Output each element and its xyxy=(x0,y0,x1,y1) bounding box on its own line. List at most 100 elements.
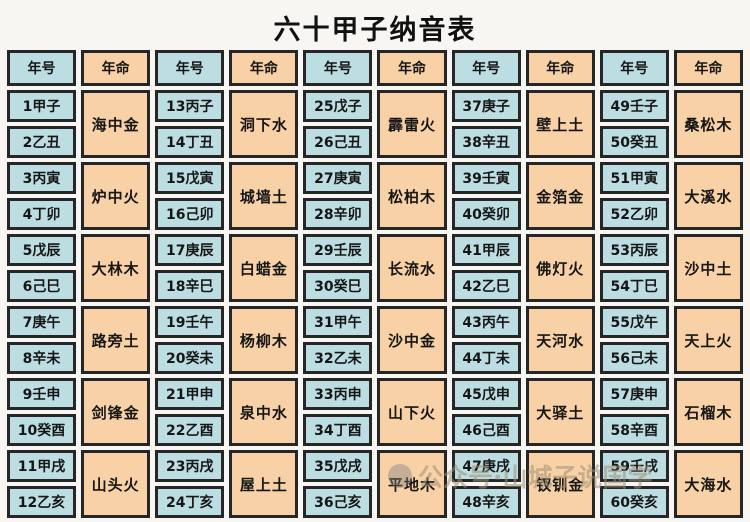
year-cell: 45戊申 xyxy=(451,378,521,410)
year-cell: 42乙巳 xyxy=(451,270,521,302)
header-fate-label: 年命 xyxy=(525,50,595,86)
year-cell: 52乙卯 xyxy=(599,198,669,230)
nayin-cell: 桑松木 xyxy=(673,90,743,158)
nayin-cell: 屋上土 xyxy=(229,450,299,518)
nayin-cell: 松柏木 xyxy=(377,162,447,230)
nayin-cell: 山头火 xyxy=(81,450,151,518)
year-cell: 30癸巳 xyxy=(303,270,373,302)
nayin-cell: 杨柳木 xyxy=(229,306,299,374)
table-row: 2乙丑 14丁丑 26己丑 38辛丑 50癸丑 xyxy=(7,126,743,158)
year-cell: 56己未 xyxy=(599,342,669,374)
page-title: 六十甲子纳音表 xyxy=(273,15,477,46)
year-cell: 40癸卯 xyxy=(451,198,521,230)
nayin-cell: 壁上土 xyxy=(525,90,595,158)
year-cell: 59壬戌 xyxy=(599,450,669,482)
header-year-label: 年号 xyxy=(155,50,225,86)
year-cell: 50癸丑 xyxy=(599,126,669,158)
year-cell: 19壬午 xyxy=(155,306,225,338)
year-cell: 2乙丑 xyxy=(7,126,77,158)
header-year-label: 年号 xyxy=(303,50,373,86)
year-cell: 7庚午 xyxy=(7,306,77,338)
nayin-cell: 金箔金 xyxy=(525,162,595,230)
header-fate-label: 年命 xyxy=(229,50,299,86)
year-cell: 23丙戌 xyxy=(155,450,225,482)
nayin-cell: 大林木 xyxy=(81,234,151,302)
year-cell: 41甲辰 xyxy=(451,234,521,266)
year-cell: 31甲午 xyxy=(303,306,373,338)
nayin-table: 年号 年命 年号 年命 年号 年命 年号 年命 年号 年命 1甲子 海中金 13丙子 洞下水 25戊子 霹雷火… xyxy=(2,46,748,522)
year-cell: 57庚申 xyxy=(599,378,669,410)
year-cell: 11甲戌 xyxy=(7,450,77,482)
nayin-cell: 剑锋金 xyxy=(81,378,151,446)
header-fate-label: 年命 xyxy=(81,50,151,86)
year-cell: 9壬申 xyxy=(7,378,77,410)
nayin-cell: 洞下水 xyxy=(229,90,299,158)
year-cell: 5戊辰 xyxy=(7,234,77,266)
header-year-label: 年号 xyxy=(599,50,669,86)
nayin-cell: 佛灯火 xyxy=(525,234,595,302)
year-cell: 8辛未 xyxy=(7,342,77,374)
nayin-cell: 城墙土 xyxy=(229,162,299,230)
header-fate-label: 年命 xyxy=(673,50,743,86)
nayin-cell: 炉中火 xyxy=(81,162,151,230)
year-cell: 28辛卯 xyxy=(303,198,373,230)
year-cell: 16己卯 xyxy=(155,198,225,230)
header-year-label: 年号 xyxy=(7,50,77,86)
year-cell: 35戊戌 xyxy=(303,450,373,482)
year-cell: 18辛巳 xyxy=(155,270,225,302)
nayin-cell: 天上火 xyxy=(673,306,743,374)
year-cell: 3丙寅 xyxy=(7,162,77,194)
nayin-cell: 大溪水 xyxy=(673,162,743,230)
table-row: 6己巳 18辛巳 30癸巳 42乙巳 54丁巳 xyxy=(7,270,743,302)
year-cell: 60癸亥 xyxy=(599,486,669,518)
nayin-cell: 石榴木 xyxy=(673,378,743,446)
nayin-cell: 钗钏金 xyxy=(525,450,595,518)
table-row: 9壬申 剑锋金 21甲申 泉中水 33丙申 山下火 45戊申 大驿土 57庚申 石榴木 xyxy=(7,378,743,446)
year-cell: 38辛丑 xyxy=(451,126,521,158)
year-cell: 22乙酉 xyxy=(155,414,225,446)
year-cell: 48辛亥 xyxy=(451,486,521,518)
table-row: 10癸酉 22乙酉 34丁酉 46己酉 58辛酉 xyxy=(7,414,743,446)
year-cell: 12乙亥 xyxy=(7,486,77,518)
nayin-cell: 泉中水 xyxy=(229,378,299,446)
header-fate-label: 年命 xyxy=(377,50,447,86)
header-year-label: 年号 xyxy=(451,50,521,86)
table-row: 3丙寅 炉中火 15戊寅 城墙土 27庚寅 松柏木 39壬寅 金箔金 51甲寅 大溪水 xyxy=(7,162,743,230)
year-cell: 39壬寅 xyxy=(451,162,521,194)
table-row: 8辛未 20癸未 32乙未 44丁未 56己未 xyxy=(7,342,743,374)
nayin-cell: 路旁土 xyxy=(81,306,151,374)
year-cell: 17庚辰 xyxy=(155,234,225,266)
year-cell: 36己亥 xyxy=(303,486,373,518)
year-cell: 55戊午 xyxy=(599,306,669,338)
nayin-cell: 沙中土 xyxy=(673,234,743,302)
nayin-table-body: 年号 年命 年号 年命 年号 年命 年号 年命 年号 年命 1甲子 海中金 13丙子 洞下水 25戊子 霹雷火… xyxy=(7,50,743,518)
year-cell: 34丁酉 xyxy=(303,414,373,446)
year-cell: 15戊寅 xyxy=(155,162,225,194)
year-cell: 58辛酉 xyxy=(599,414,669,446)
table-row: 11甲戌 山头火 23丙戌 屋上土 35戊戌 平地木 47庚戌 钗钏金 59壬戌 大海水 xyxy=(7,450,743,518)
table-row: 4丁卯 16己卯 28辛卯 40癸卯 52乙卯 xyxy=(7,198,743,230)
year-cell: 1甲子 xyxy=(7,90,77,122)
header-row: 年号 年命 年号 年命 年号 年命 年号 年命 年号 年命 xyxy=(7,50,743,86)
nayin-cell: 霹雷火 xyxy=(377,90,447,158)
year-cell: 32乙未 xyxy=(303,342,373,374)
table-row: 5戊辰 大林木 17庚辰 白蜡金 29壬辰 长流水 41甲辰 佛灯火 53丙辰 沙中土 xyxy=(7,234,743,302)
year-cell: 51甲寅 xyxy=(599,162,669,194)
year-cell: 4丁卯 xyxy=(7,198,77,230)
year-cell: 21甲申 xyxy=(155,378,225,410)
year-cell: 26己丑 xyxy=(303,126,373,158)
year-cell: 54丁巳 xyxy=(599,270,669,302)
nayin-cell: 大驿土 xyxy=(525,378,595,446)
year-cell: 46己酉 xyxy=(451,414,521,446)
year-cell: 53丙辰 xyxy=(599,234,669,266)
nayin-cell: 山下火 xyxy=(377,378,447,446)
page: 六十甲子纳音表 年号 年命 年号 年命 年号 年命 年号 年命 年号 年命 1甲子 海中金 13丙子 洞下… xyxy=(7,15,743,518)
nayin-cell: 平地木 xyxy=(377,450,447,518)
year-cell: 29壬辰 xyxy=(303,234,373,266)
nayin-cell: 沙中金 xyxy=(377,306,447,374)
year-cell: 43丙午 xyxy=(451,306,521,338)
nayin-cell: 大海水 xyxy=(673,450,743,518)
year-cell: 14丁丑 xyxy=(155,126,225,158)
year-cell: 37庚子 xyxy=(451,90,521,122)
year-cell: 47庚戌 xyxy=(451,450,521,482)
